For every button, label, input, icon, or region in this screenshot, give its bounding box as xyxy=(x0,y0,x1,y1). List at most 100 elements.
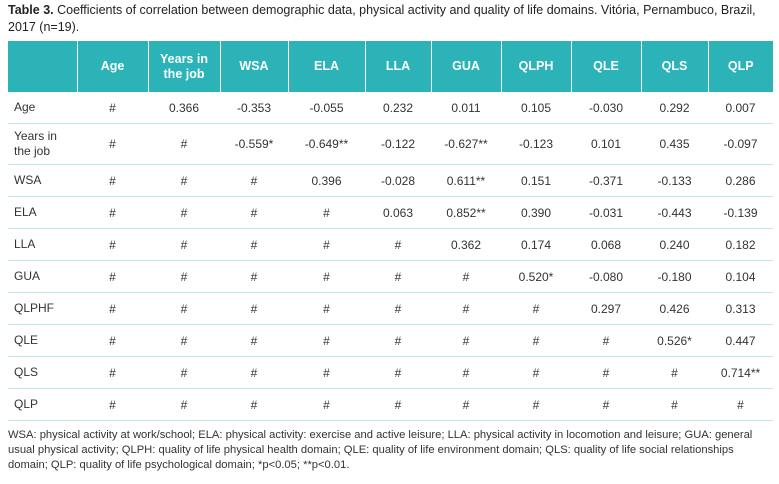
table-cell: # xyxy=(288,196,365,229)
header-cell: Age xyxy=(76,41,148,92)
table-cell: 0.011 xyxy=(431,92,501,124)
table-cell: 0.526* xyxy=(641,324,708,357)
table-cell: # xyxy=(501,324,571,357)
row-label: QLPHF xyxy=(8,292,77,325)
row-label: GUA xyxy=(8,260,77,293)
table-cell: # xyxy=(431,356,501,389)
table-cell: 0.105 xyxy=(501,92,571,124)
table-cell: 0.390 xyxy=(501,196,571,229)
table-cell: 0.104 xyxy=(708,260,773,293)
header-cell: QLP xyxy=(707,41,773,92)
table-cell: # xyxy=(288,324,365,357)
table-row: QLPHF # # # # # # #0.297 0.426 0.313 xyxy=(8,292,773,325)
row-label: QLS xyxy=(8,356,77,389)
table-cell: # xyxy=(148,123,220,165)
table-caption-text: Coefficients of correlation between demo… xyxy=(8,3,756,34)
table-cell: # xyxy=(708,388,773,421)
table-cell: -0.122 xyxy=(365,123,431,165)
table-cell: -0.055 xyxy=(288,92,365,124)
table-cell: 0.182 xyxy=(708,228,773,261)
header-cell xyxy=(8,41,77,92)
table-row: QLE # # # # # # # #0.526* 0.447 xyxy=(8,324,773,357)
table-header-row: Age Years in the job WSA ELA LLA GUA QLP… xyxy=(8,41,773,92)
table-cell: 0.447 xyxy=(708,324,773,357)
table-row: QLS # # # # # # # # #0.714** xyxy=(8,356,773,389)
table-cell: # xyxy=(77,292,148,325)
table-cell: # xyxy=(220,388,288,421)
table-cell: -0.080 xyxy=(571,260,641,293)
table-body: Age #0.366 -0.353 -0.055 0.232 0.011 0.105 -0.0… xyxy=(8,92,773,421)
table-row: QLP # # # # # # # # # # xyxy=(8,388,773,421)
table-cell: # xyxy=(220,164,288,197)
table-cell: 0.063 xyxy=(365,196,431,229)
table-row: Age #0.366 -0.353 -0.055 0.232 0.011 0.105 -0.0… xyxy=(8,92,773,124)
table-cell: # xyxy=(77,324,148,357)
table-caption: Table 3. Coefficients of correlation bet… xyxy=(8,2,773,36)
header-cell: Years in the job xyxy=(147,41,220,92)
table-cell: -0.097 xyxy=(708,123,773,165)
table-cell: 0.611** xyxy=(431,164,501,197)
table-cell: -0.559* xyxy=(220,123,288,165)
table-cell: # xyxy=(148,356,220,389)
table-cell: # xyxy=(77,196,148,229)
table-cell: # xyxy=(641,388,708,421)
table-cell: 0.240 xyxy=(641,228,708,261)
table-cell: # xyxy=(77,356,148,389)
table-cell: -0.443 xyxy=(641,196,708,229)
table-footnote: WSA: physical activity at work/school; E… xyxy=(8,429,753,471)
table-cell: # xyxy=(571,356,641,389)
table-cell: # xyxy=(365,324,431,357)
table-cell: # xyxy=(501,356,571,389)
table-cell: 0.174 xyxy=(501,228,571,261)
table-cell: -0.123 xyxy=(501,123,571,165)
row-label: LLA xyxy=(8,228,77,261)
table-cell: 0.297 xyxy=(571,292,641,325)
table-cell: # xyxy=(288,388,365,421)
table-cell: # xyxy=(501,388,571,421)
table-cell: # xyxy=(365,292,431,325)
table-caption-label: Table 3. xyxy=(8,3,54,17)
table-cell: 0.101 xyxy=(571,123,641,165)
table-cell: # xyxy=(77,164,148,197)
table-cell: 0.313 xyxy=(708,292,773,325)
header-cell: ELA xyxy=(287,41,365,92)
table-cell: # xyxy=(365,388,431,421)
table-cell: -0.030 xyxy=(571,92,641,124)
table-cell: 0.520* xyxy=(501,260,571,293)
table-row: LLA # # # # #0.362 0.174 0.068 0.240 0.182 xyxy=(8,228,773,261)
table-cell: # xyxy=(77,228,148,261)
table-cell: # xyxy=(571,324,641,357)
table-cell: # xyxy=(77,260,148,293)
table-cell: # xyxy=(77,123,148,165)
header-cell: QLE xyxy=(570,41,641,92)
table-row: ELA # # # #0.063 0.852** 0.390 -0.031 -0.443 -0.1… xyxy=(8,196,773,229)
table-cell: # xyxy=(77,388,148,421)
table-cell: -0.649** xyxy=(288,123,365,165)
table-cell: # xyxy=(641,356,708,389)
table-cell: 0.286 xyxy=(708,164,773,197)
table-cell: # xyxy=(365,356,431,389)
table-cell: # xyxy=(220,292,288,325)
header-cell: LLA xyxy=(364,41,431,92)
table-cell: # xyxy=(148,196,220,229)
header-cell: WSA xyxy=(219,41,288,92)
header-cell: QLS xyxy=(640,41,708,92)
table-cell: # xyxy=(288,260,365,293)
table-cell: # xyxy=(148,324,220,357)
table-cell: # xyxy=(220,228,288,261)
table-cell: # xyxy=(288,356,365,389)
table-cell: -0.353 xyxy=(220,92,288,124)
table-row: Years in the job # # -0.559* -0.649** -0.122-… xyxy=(8,123,773,165)
row-label: ELA xyxy=(8,196,77,229)
table-cell: -0.371 xyxy=(571,164,641,197)
table-cell: 0.068 xyxy=(571,228,641,261)
row-label: QLE xyxy=(8,324,77,357)
table-cell: 0.396 xyxy=(288,164,365,197)
table-cell: # xyxy=(431,388,501,421)
table-cell: -0.180 xyxy=(641,260,708,293)
header-cell: GUA xyxy=(430,41,501,92)
table-cell: 0.435 xyxy=(641,123,708,165)
table-cell: 0.366 xyxy=(148,92,220,124)
table-cell: -0.031 xyxy=(571,196,641,229)
table-cell: # xyxy=(148,260,220,293)
